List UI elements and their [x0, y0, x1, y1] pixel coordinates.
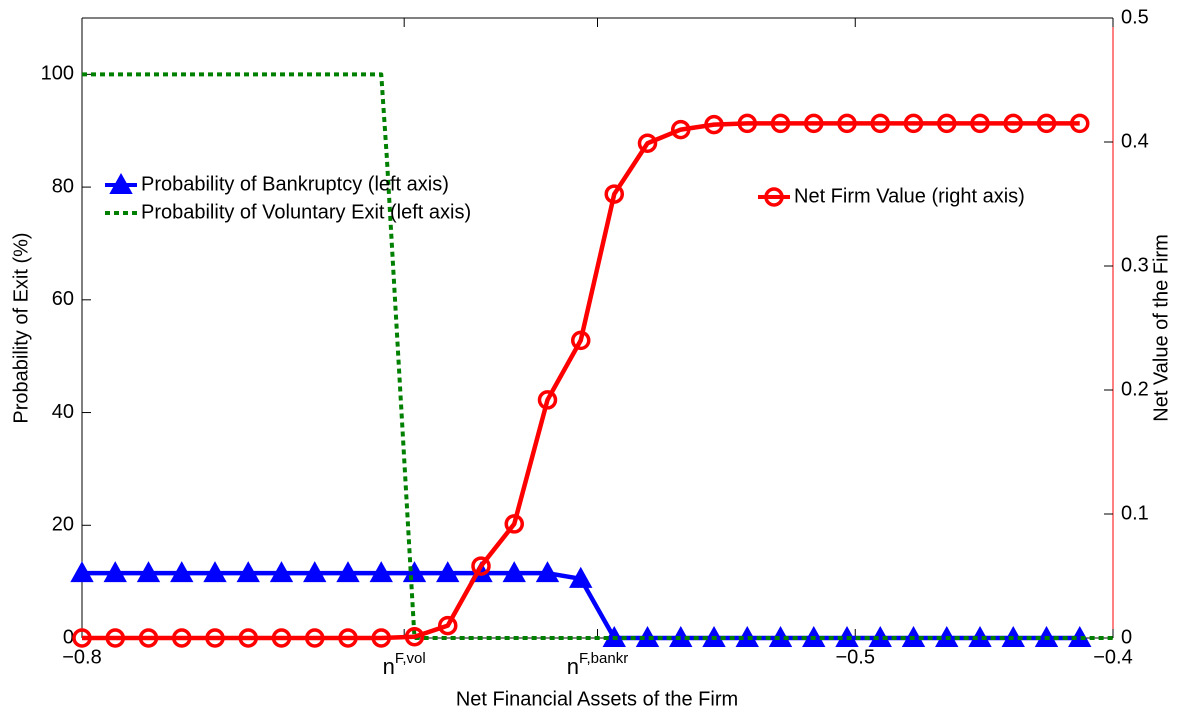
marker	[171, 628, 192, 648]
marker	[136, 561, 161, 583]
y-tick-label: 80	[52, 175, 74, 197]
y2-tick-label: 0.3	[1121, 254, 1149, 276]
marker	[205, 628, 225, 648]
marker	[269, 561, 294, 583]
y2-tick-label: 0.1	[1121, 502, 1149, 524]
marker	[105, 628, 125, 648]
marker	[704, 114, 724, 135]
marker	[236, 561, 260, 583]
marker	[72, 628, 92, 648]
y-tick-label: 0	[63, 626, 74, 648]
marker	[903, 113, 924, 134]
x-tick-label: −0.4	[1093, 646, 1132, 668]
marker	[537, 390, 558, 410]
marker	[604, 184, 625, 204]
marker	[502, 561, 526, 583]
legend-label: Net Firm Value (right axis)	[794, 185, 1025, 207]
x-tick-label-base: n	[567, 654, 579, 679]
y2-tick-label: 0.4	[1121, 130, 1149, 152]
x-axis-label: Net Financial Assets of the Firm	[456, 688, 738, 710]
x-tick-label-sup: F,vol	[395, 650, 426, 667]
y-axis-label: Probability of Exit (%)	[10, 232, 32, 423]
marker	[238, 628, 258, 648]
x-tick-label: −0.8	[62, 646, 101, 668]
marker	[170, 561, 194, 583]
marker	[569, 566, 593, 588]
legend-label: Probability of Bankruptcy (left axis)	[141, 173, 449, 195]
marker	[103, 561, 127, 583]
y-tick-label: 20	[52, 514, 74, 536]
marker	[937, 113, 957, 134]
x-tick-label-base: n	[383, 654, 395, 679]
marker	[504, 514, 524, 534]
x-tick-label: nF,bankr	[567, 650, 628, 679]
x-tick-label-sup: F,bankr	[579, 650, 628, 667]
marker	[304, 628, 325, 648]
marker	[336, 561, 360, 583]
y2-tick-label: 0.2	[1121, 378, 1149, 400]
legend-marker	[109, 172, 133, 194]
marker	[1070, 113, 1090, 134]
marker	[637, 133, 658, 153]
marker	[671, 119, 691, 140]
marker	[70, 561, 94, 583]
marker	[369, 561, 393, 583]
marker	[970, 113, 990, 134]
marker	[303, 561, 327, 583]
marker	[1036, 113, 1057, 134]
y-tick-label: 40	[52, 401, 74, 423]
y-tick-label: 100	[41, 63, 74, 85]
marker	[471, 556, 491, 576]
marker	[371, 628, 391, 648]
x-tick-label: nF,vol	[383, 650, 426, 679]
marker	[437, 615, 458, 636]
y2-tick-label: 0	[1121, 626, 1132, 648]
y-tick-label: 60	[52, 288, 74, 310]
marker	[770, 113, 791, 134]
marker	[436, 561, 460, 583]
marker	[138, 628, 159, 648]
marker	[535, 561, 560, 583]
marker	[737, 113, 758, 134]
marker	[203, 561, 227, 583]
marker	[870, 113, 891, 134]
series-line	[82, 72, 1113, 640]
marker	[1003, 113, 1024, 134]
legend-marker	[764, 187, 784, 207]
marker	[271, 628, 292, 648]
legend-label: Probability of Voluntary Exit (left axis…	[141, 201, 471, 223]
y2-tick-label: 0.5	[1121, 6, 1149, 28]
marker	[804, 113, 824, 134]
marker	[404, 627, 425, 647]
marker	[570, 330, 591, 351]
marker	[837, 113, 857, 134]
series-line	[82, 121, 1080, 641]
marker	[338, 628, 358, 648]
x-tick-label: −0.5	[836, 646, 875, 668]
y2-axis-label: Net Value of the Firm	[1150, 234, 1172, 421]
